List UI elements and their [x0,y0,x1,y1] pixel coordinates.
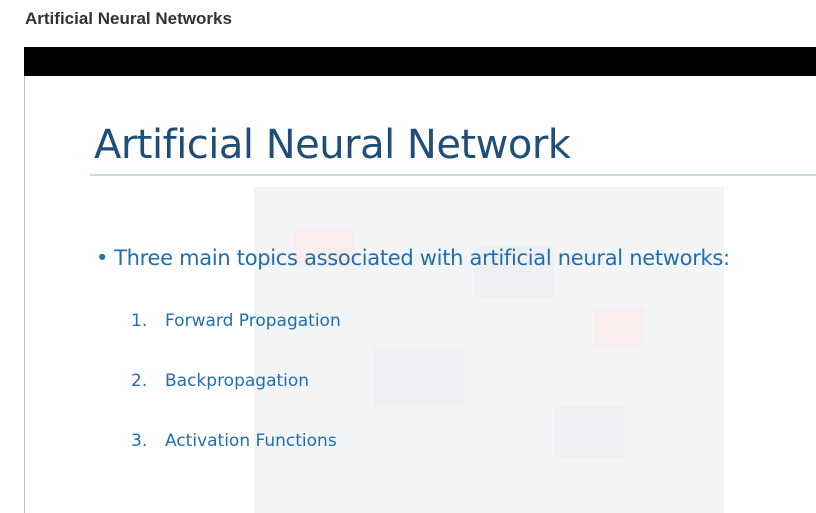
slide-title: Artificial Neural Network [94,122,571,168]
frame-border [24,76,25,513]
title-divider [90,174,816,176]
topic-label: Forward Propagation [165,311,341,331]
slide-bullet: • Three main topics associated with artif… [96,246,730,270]
topic-label: Activation Functions [165,431,337,451]
list-item: 1. Forward Propagation [131,311,341,371]
topic-label: Backpropagation [165,371,310,391]
topic-number: 2. [131,371,148,391]
video-player[interactable]: Artificial Neural Network • Three main to… [24,47,816,513]
network-watermark-image [254,187,724,513]
bullet-icon: • [96,246,109,270]
bullet-text: Three main topics associated with artifi… [114,246,730,270]
list-item: 3. Activation Functions [131,431,341,491]
page-title: Artificial Neural Networks [25,9,232,28]
list-item: 2. Backpropagation [131,371,341,431]
video-top-bar [24,47,816,76]
topic-list: 1. Forward Propagation 2. Backpropagation … [131,311,341,491]
topic-number: 1. [131,311,148,331]
topic-number: 3. [131,431,148,451]
